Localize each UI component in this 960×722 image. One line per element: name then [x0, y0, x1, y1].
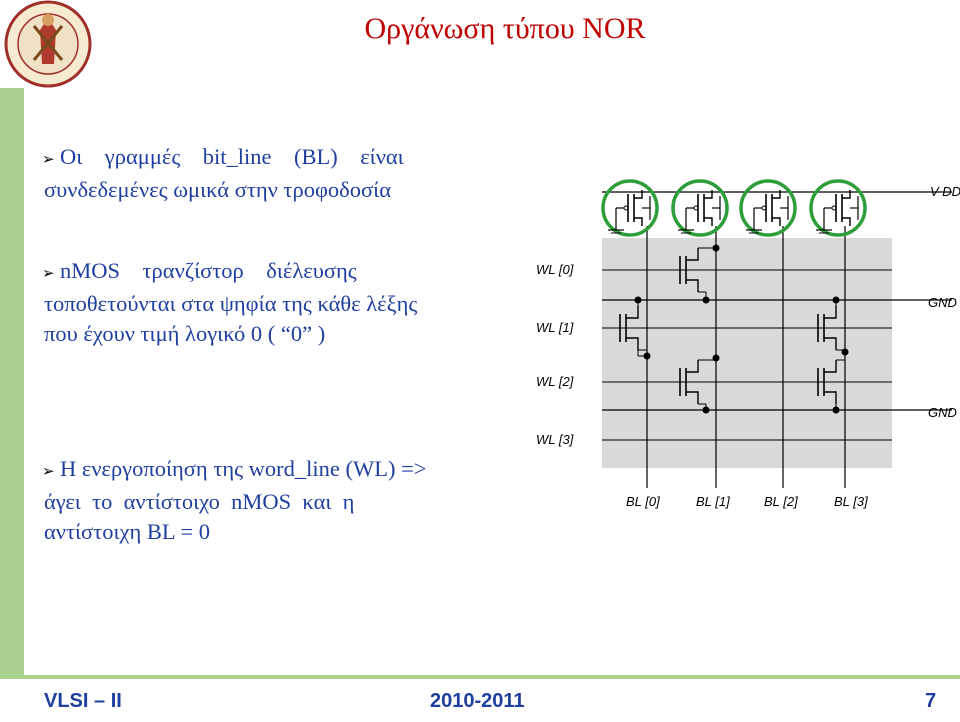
cell-nmos-wl1-bl0 — [619, 296, 651, 360]
wordline-label: WL [3] — [536, 432, 574, 447]
bullet-nmos: ➢ nMOS τρανζίστορ διέλευσης τοποθετούνται… — [42, 256, 504, 349]
bullet-text: Η ενεργοποίηση της word_line (WL) => — [60, 456, 427, 481]
arrow-bullet-icon: ➢ — [42, 152, 55, 168]
arrow-bullet-icon: ➢ — [42, 464, 55, 480]
arrow-bullet-icon: ➢ — [42, 266, 55, 282]
bullet-line: ➢ nMOS τρανζίστορ διέλευσης — [42, 256, 504, 289]
cell-nmos-wl1-bl3 — [817, 296, 849, 356]
highlight-circle — [809, 179, 867, 237]
highlight-circle — [739, 179, 797, 237]
university-logo — [0, 0, 96, 88]
bullet-text: Οι γραμμές bit_line (BL) είναι — [60, 144, 404, 169]
pullup-pmos-3 — [809, 179, 867, 237]
wordline-label: WL [0] — [536, 262, 574, 277]
bullet-text: nMOS τρανζίστορ διέλευσης — [60, 258, 357, 283]
pullup-pmos-0 — [601, 179, 659, 237]
sidebar-band — [0, 0, 24, 675]
footer-divider — [0, 675, 960, 679]
wordline-label: WL [1] — [536, 320, 574, 335]
bitline-label: BL [1] — [696, 494, 730, 509]
bullet-line: ➢ Η ενεργοποίηση της word_line (WL) => — [42, 454, 504, 487]
gnd-label: GND — [928, 295, 957, 310]
pullup-pmos-1 — [671, 179, 729, 237]
nor-rom-diagram: V DD GND GND WL [0] WL [1] WL [2] WL [3]… — [536, 179, 960, 509]
bullet-line: ➢ Οι γραμμές bit_line (BL) είναι — [42, 142, 504, 175]
bullet-line: συνδεδεμένες ωμικά στην τροφοδοσία — [44, 177, 392, 202]
vdd-label: V DD — [930, 184, 960, 199]
footer-course: VLSI – II — [44, 690, 122, 712]
bullet-line: αντίστοιχη BL = 0 — [44, 519, 211, 544]
highlight-circle — [671, 179, 729, 237]
cell-nmos-wl2-bl3 — [817, 359, 845, 414]
bitline-label: BL [3] — [834, 494, 868, 509]
slide-title: Οργάνωση τύπου NOR — [364, 12, 646, 45]
gnd-label: GND — [928, 405, 957, 420]
bullet-wordline: ➢ Η ενεργοποίηση της word_line (WL) => άγ… — [42, 454, 504, 547]
bullet-line: που έχουν τιμή λογικό 0 ( “0” ) — [44, 321, 326, 346]
bullet-line: άγει το αντίστοιχο nMOS και η — [44, 489, 355, 514]
cell-nmos-wl2-bl1 — [679, 354, 720, 414]
wordline-label: WL [2] — [536, 374, 574, 389]
highlight-circle — [601, 179, 659, 237]
cell-nmos-wl0-bl1 — [679, 244, 720, 304]
bullet-bitline: ➢ Οι γραμμές bit_line (BL) είναι συνδεδεμ… — [42, 142, 504, 205]
bullet-line: τοποθετούνται στα ψηφία της κάθε λέξης — [44, 291, 418, 316]
footer-year: 2010-2011 — [430, 690, 525, 712]
pullup-pmos-2 — [739, 179, 797, 237]
footer-page-number: 7 — [925, 690, 937, 712]
bitline-label: BL [0] — [626, 494, 660, 509]
bitline-label: BL [2] — [764, 494, 798, 509]
